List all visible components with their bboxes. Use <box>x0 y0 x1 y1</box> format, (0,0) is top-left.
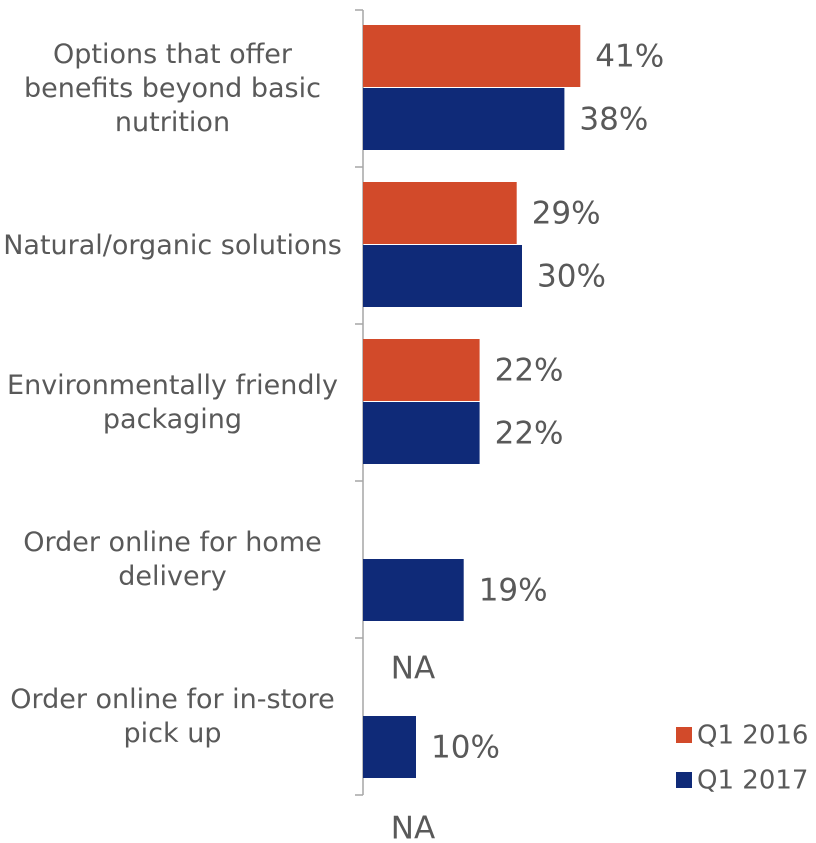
value-label: 38% <box>579 102 648 138</box>
bar <box>363 402 480 464</box>
value-label: 41% <box>595 39 664 75</box>
category-label: Natural/organic solutions <box>3 229 342 261</box>
category-label: Order online for home delivery <box>23 526 322 592</box>
category-label: Environmentally friendly packaging <box>7 369 338 435</box>
legend-swatch <box>676 772 692 788</box>
bar <box>363 716 416 778</box>
bar <box>363 25 581 87</box>
legend-label: Q1 2017 <box>697 766 808 796</box>
category-label: Options that offer benefits beyond basic… <box>24 38 321 138</box>
bar <box>363 559 464 621</box>
value-label: 19% <box>479 573 548 609</box>
value-label: 10% <box>431 730 500 766</box>
value-label: 30% <box>537 259 606 295</box>
bar <box>363 182 517 244</box>
bar <box>363 245 522 307</box>
value-label: NA <box>391 651 435 687</box>
value-label: 22% <box>495 416 564 452</box>
value-label: NA <box>391 811 435 843</box>
legend-swatch <box>676 727 692 743</box>
value-label: 29% <box>532 196 601 232</box>
bar <box>363 88 565 150</box>
category-label: Order online for in-store pick up <box>10 683 335 749</box>
bar <box>363 339 480 401</box>
value-label: 22% <box>495 353 564 389</box>
legend-label: Q1 2016 <box>697 721 808 751</box>
